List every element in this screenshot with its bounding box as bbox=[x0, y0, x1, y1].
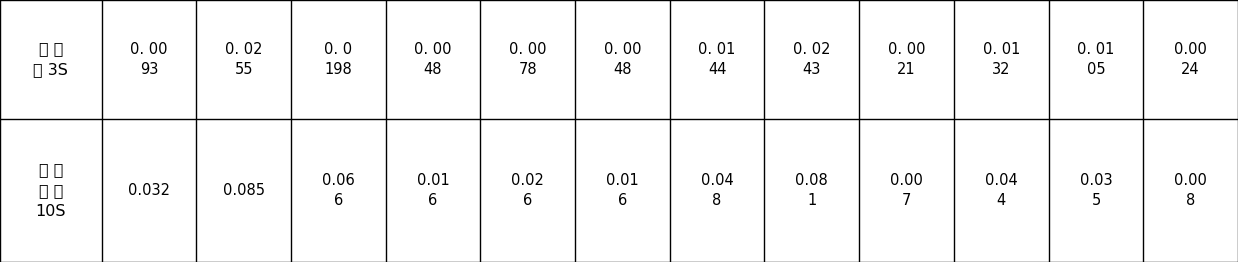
Text: 0. 02
55: 0. 02 55 bbox=[225, 42, 262, 77]
Text: 0.03
5: 0.03 5 bbox=[1080, 173, 1112, 208]
Text: 0.02
6: 0.02 6 bbox=[511, 173, 545, 208]
Text: 0.085: 0.085 bbox=[223, 183, 265, 198]
Text: 0. 0
198: 0. 0 198 bbox=[324, 42, 353, 77]
Text: 0.01
6: 0.01 6 bbox=[607, 173, 639, 208]
Text: 0.08
1: 0.08 1 bbox=[796, 173, 828, 208]
Text: 0.04
4: 0.04 4 bbox=[985, 173, 1018, 208]
Text: 0. 00
21: 0. 00 21 bbox=[888, 42, 925, 77]
Text: 0. 02
43: 0. 02 43 bbox=[794, 42, 831, 77]
Text: 0. 00
93: 0. 00 93 bbox=[130, 42, 167, 77]
Text: 0.06
6: 0.06 6 bbox=[322, 173, 354, 208]
Text: 0.00
8: 0.00 8 bbox=[1174, 173, 1207, 208]
Text: 0. 00
78: 0. 00 78 bbox=[509, 42, 546, 77]
Text: 0.00
24: 0.00 24 bbox=[1174, 42, 1207, 77]
Text: 0. 00
48: 0. 00 48 bbox=[604, 42, 641, 77]
Text: 0.01
6: 0.01 6 bbox=[417, 173, 449, 208]
Text: 0. 01
32: 0. 01 32 bbox=[983, 42, 1020, 77]
Text: 0. 01
05: 0. 01 05 bbox=[1077, 42, 1114, 77]
Text: 检 出
限 3S: 检 出 限 3S bbox=[33, 42, 68, 78]
Text: 0.00
7: 0.00 7 bbox=[890, 173, 924, 208]
Text: 测 定
下 限
10S: 测 定 下 限 10S bbox=[36, 162, 66, 219]
Text: 0.032: 0.032 bbox=[128, 183, 170, 198]
Text: 0. 00
48: 0. 00 48 bbox=[415, 42, 452, 77]
Text: 0.04
8: 0.04 8 bbox=[701, 173, 733, 208]
Text: 0. 01
44: 0. 01 44 bbox=[698, 42, 735, 77]
